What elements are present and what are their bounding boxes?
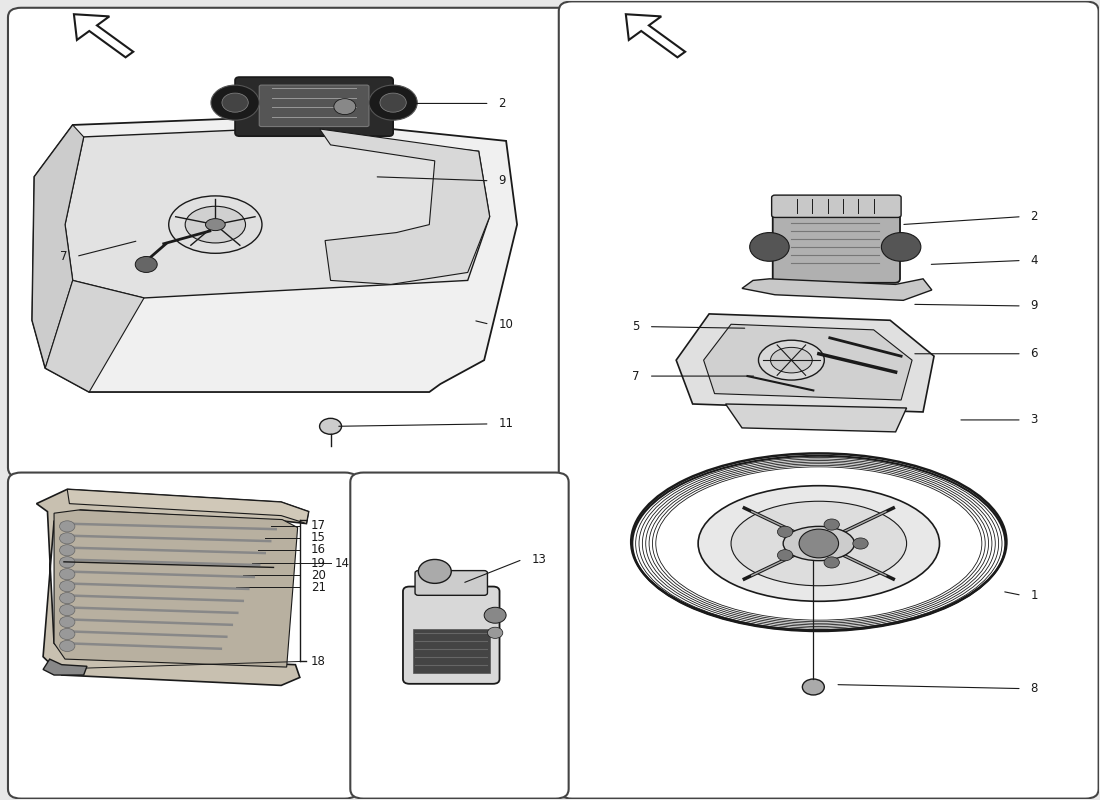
Circle shape	[799, 529, 838, 558]
Circle shape	[750, 233, 789, 262]
Polygon shape	[45, 281, 144, 392]
Circle shape	[368, 85, 417, 120]
Text: 7: 7	[632, 370, 640, 382]
Ellipse shape	[168, 196, 262, 254]
Ellipse shape	[185, 206, 245, 243]
Ellipse shape	[698, 486, 939, 602]
Circle shape	[59, 617, 75, 628]
Polygon shape	[320, 129, 490, 285]
Polygon shape	[704, 324, 912, 400]
Polygon shape	[742, 279, 932, 300]
Text: 9: 9	[498, 174, 506, 187]
Text: 15: 15	[311, 531, 326, 545]
Ellipse shape	[759, 340, 824, 380]
FancyBboxPatch shape	[403, 586, 499, 684]
Circle shape	[379, 93, 406, 112]
Circle shape	[59, 640, 75, 651]
Polygon shape	[67, 490, 309, 523]
Circle shape	[487, 627, 503, 638]
Text: 2: 2	[498, 97, 506, 110]
Circle shape	[484, 607, 506, 623]
Polygon shape	[32, 117, 517, 392]
Ellipse shape	[783, 526, 855, 561]
Polygon shape	[43, 659, 87, 675]
Circle shape	[778, 550, 793, 561]
Ellipse shape	[770, 347, 812, 373]
Text: 10: 10	[498, 318, 514, 330]
Circle shape	[824, 519, 839, 530]
Polygon shape	[676, 314, 934, 412]
Circle shape	[59, 533, 75, 544]
Ellipse shape	[206, 218, 225, 230]
Text: 3: 3	[1031, 414, 1038, 426]
Polygon shape	[65, 129, 490, 298]
Polygon shape	[54, 510, 298, 667]
Polygon shape	[74, 14, 133, 58]
Ellipse shape	[732, 502, 906, 586]
Circle shape	[418, 559, 451, 583]
Circle shape	[222, 93, 249, 112]
Circle shape	[333, 98, 355, 114]
Text: 4: 4	[1031, 254, 1038, 267]
Text: 20: 20	[311, 569, 326, 582]
Polygon shape	[626, 14, 685, 58]
Circle shape	[59, 593, 75, 604]
FancyBboxPatch shape	[559, 2, 1099, 798]
FancyBboxPatch shape	[771, 195, 901, 218]
Circle shape	[59, 521, 75, 532]
Text: 19: 19	[311, 557, 326, 570]
FancyBboxPatch shape	[350, 473, 569, 798]
FancyBboxPatch shape	[8, 473, 358, 798]
Text: 13: 13	[531, 553, 547, 566]
Polygon shape	[36, 490, 309, 686]
FancyBboxPatch shape	[8, 8, 578, 478]
Text: 5: 5	[632, 320, 640, 333]
Text: 16: 16	[311, 543, 326, 556]
FancyBboxPatch shape	[235, 77, 393, 136]
Circle shape	[59, 581, 75, 592]
Text: 8: 8	[1031, 682, 1038, 695]
Text: 11: 11	[498, 418, 514, 430]
Text: 1: 1	[1031, 589, 1038, 602]
Circle shape	[881, 233, 921, 262]
Polygon shape	[32, 125, 84, 368]
Text: 18: 18	[311, 655, 326, 668]
Circle shape	[135, 257, 157, 273]
FancyBboxPatch shape	[260, 85, 368, 126]
FancyBboxPatch shape	[415, 570, 487, 595]
Polygon shape	[726, 404, 906, 432]
Text: 14: 14	[334, 557, 350, 570]
Text: 21: 21	[311, 581, 326, 594]
FancyBboxPatch shape	[412, 629, 490, 673]
Circle shape	[320, 418, 341, 434]
Circle shape	[59, 569, 75, 580]
Text: 7: 7	[59, 250, 67, 263]
Circle shape	[59, 629, 75, 639]
Text: 17: 17	[311, 519, 326, 533]
Circle shape	[852, 538, 868, 549]
Circle shape	[778, 526, 793, 538]
Circle shape	[59, 605, 75, 616]
Circle shape	[824, 557, 839, 568]
Circle shape	[802, 679, 824, 695]
Text: 9: 9	[1031, 299, 1038, 313]
Circle shape	[211, 85, 260, 120]
Text: 2: 2	[1031, 210, 1038, 223]
FancyBboxPatch shape	[772, 210, 900, 283]
Circle shape	[59, 545, 75, 556]
Text: 6: 6	[1031, 347, 1038, 360]
Circle shape	[59, 557, 75, 568]
